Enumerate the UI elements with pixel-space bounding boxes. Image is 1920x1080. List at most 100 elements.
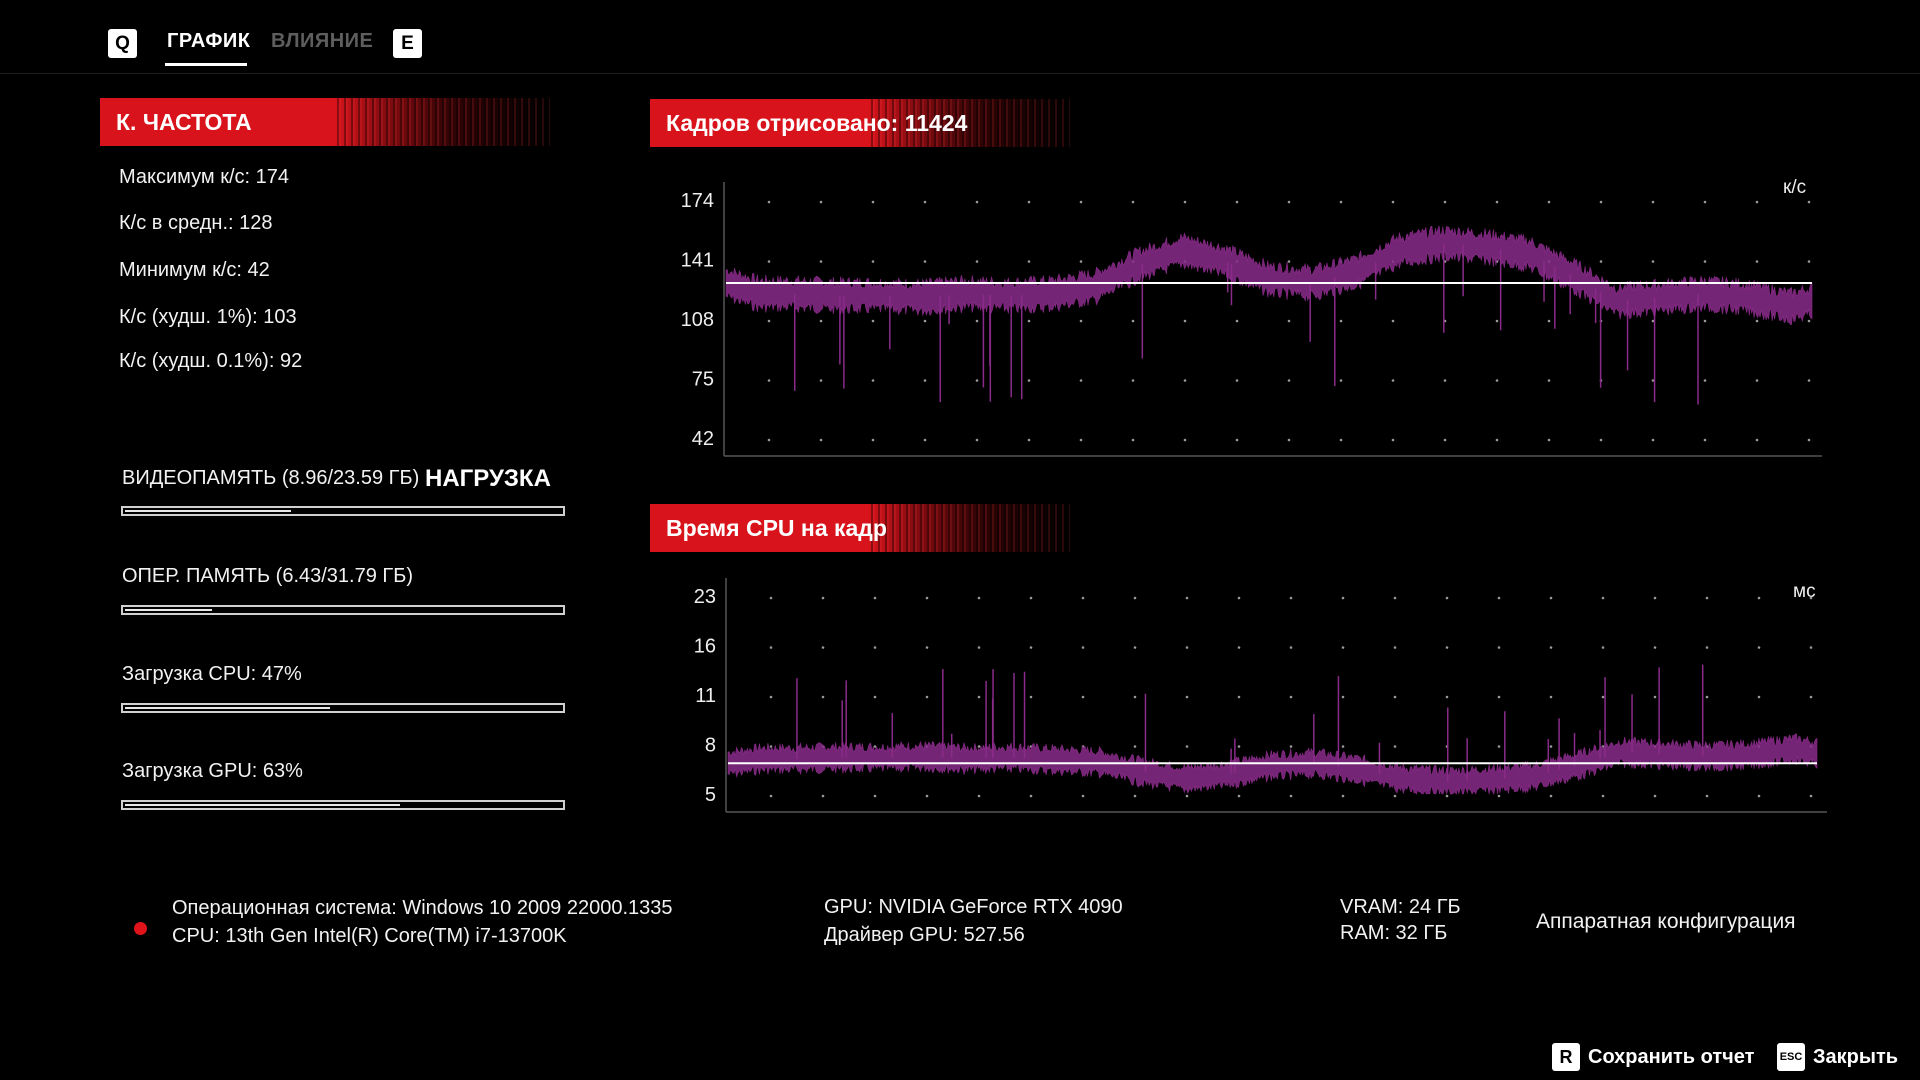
grid-dot bbox=[1549, 794, 1553, 798]
grid-dot bbox=[1133, 695, 1137, 699]
grid-dot bbox=[819, 260, 823, 263]
y-tick-label: 75 bbox=[692, 369, 714, 391]
grid-dot bbox=[1599, 200, 1603, 204]
y-tick-label: 42 bbox=[692, 428, 714, 450]
grid-dot bbox=[1549, 596, 1553, 600]
grid-dot bbox=[1497, 646, 1501, 649]
grid-dot bbox=[1131, 379, 1135, 382]
grid-dot bbox=[1131, 438, 1135, 442]
grid-dot bbox=[767, 438, 771, 442]
load-title: НАГРУЗКА bbox=[425, 465, 551, 492]
next-tab-key[interactable]: E bbox=[393, 29, 422, 58]
grid-dot bbox=[977, 695, 981, 699]
grid-dot bbox=[1183, 438, 1187, 442]
grid-dot bbox=[1029, 646, 1033, 649]
grid-dot bbox=[1705, 794, 1709, 798]
grid-dot bbox=[1391, 438, 1395, 442]
grid-dot bbox=[1549, 745, 1553, 748]
grid-dot bbox=[1027, 438, 1031, 442]
grid-dot bbox=[1029, 794, 1033, 798]
grid-dot bbox=[1653, 794, 1657, 798]
grid-dot bbox=[1601, 596, 1605, 600]
grid-dot bbox=[1393, 794, 1397, 798]
grid-dot bbox=[1081, 794, 1085, 798]
grid-dot bbox=[1445, 596, 1449, 600]
top-tab-bar: Q ГРАФИК ВЛИЯНИЕ E bbox=[0, 0, 1920, 74]
stat-min-fps: Минимум к/с: 42 bbox=[119, 259, 270, 281]
prev-tab-key[interactable]: Q bbox=[108, 29, 137, 58]
close-label: Закрыть bbox=[1813, 1045, 1899, 1068]
grid-dot bbox=[977, 596, 981, 600]
grid-dot bbox=[1755, 438, 1759, 442]
grid-dot bbox=[871, 319, 875, 323]
grid-dot bbox=[873, 695, 877, 699]
grid-dot bbox=[1445, 695, 1449, 699]
grid-dot bbox=[767, 319, 771, 323]
vram-label: ВИДЕОПАМЯТЬ (8.96/23.59 ГБ) bbox=[122, 467, 420, 489]
y-tick-label: 16 bbox=[694, 636, 716, 658]
grid-dot bbox=[1133, 745, 1137, 748]
grid-dot bbox=[1547, 379, 1551, 382]
grid-dot bbox=[873, 596, 877, 600]
grid-dot bbox=[1495, 379, 1499, 382]
grid-dot bbox=[819, 200, 823, 204]
grid-dot bbox=[819, 438, 823, 442]
y-tick-label: 174 bbox=[681, 190, 714, 212]
grid-dot bbox=[1237, 794, 1241, 798]
grid-dot bbox=[977, 794, 981, 798]
grid-dot bbox=[1703, 379, 1707, 382]
grid-dot bbox=[821, 596, 825, 600]
grid-dot bbox=[767, 379, 771, 382]
grid-dot bbox=[1601, 794, 1605, 798]
vram-info: VRAM: 24 ГБ bbox=[1340, 896, 1461, 918]
grid-dot bbox=[873, 646, 877, 649]
grid-dot bbox=[1133, 794, 1137, 798]
grid-dot bbox=[1443, 200, 1447, 204]
grid-dot bbox=[1443, 438, 1447, 442]
save-report-key: R bbox=[1552, 1043, 1580, 1071]
grid-dot bbox=[923, 260, 927, 263]
stat-1pct-low: К/с (худш. 1%): 103 bbox=[119, 306, 297, 328]
grid-dot bbox=[1079, 319, 1083, 323]
grid-dot bbox=[975, 319, 979, 323]
grid-dot bbox=[1131, 200, 1135, 204]
grid-dot bbox=[925, 695, 929, 699]
status-dot bbox=[134, 922, 147, 935]
tab-graph[interactable]: ГРАФИК bbox=[167, 30, 251, 52]
grid-dot bbox=[1287, 438, 1291, 442]
cpu-frametime-chart: 23 16 11 8 5 bbox=[694, 578, 1827, 813]
grid-dot bbox=[1341, 695, 1345, 699]
fps-panel-header: К. ЧАСТОТА bbox=[100, 98, 550, 146]
grid-dot bbox=[1703, 319, 1707, 323]
grid-dot bbox=[1183, 319, 1187, 323]
grid-dot bbox=[1339, 438, 1343, 442]
grid-dot bbox=[1237, 596, 1241, 600]
hardware-config-link[interactable]: Аппаратная конфигурация bbox=[1536, 910, 1796, 933]
grid-dot bbox=[1705, 596, 1709, 600]
grid-dot bbox=[1809, 695, 1813, 699]
grid-dot bbox=[1547, 438, 1551, 442]
save-report-button[interactable]: R Сохранить отчет bbox=[1552, 1042, 1754, 1072]
grid-dot bbox=[1601, 695, 1605, 699]
tab-impact[interactable]: ВЛИЯНИЕ bbox=[271, 30, 374, 52]
grid-dot bbox=[1445, 646, 1449, 649]
grid-dot bbox=[1651, 200, 1655, 204]
grid-dot bbox=[1133, 596, 1137, 600]
grid-dot bbox=[1807, 200, 1811, 204]
stat-01pct-low: К/с (худш. 0.1%): 92 bbox=[119, 350, 303, 372]
grid-dot bbox=[1393, 596, 1397, 600]
grid-dot bbox=[767, 260, 771, 263]
y-tick-label: 108 bbox=[681, 309, 714, 331]
grid-dot bbox=[1807, 379, 1811, 382]
y-tick-label: 5 bbox=[705, 784, 716, 806]
grid-dot bbox=[1651, 438, 1655, 442]
close-button[interactable]: ESC Закрыть bbox=[1777, 1042, 1898, 1072]
save-report-label: Сохранить отчет bbox=[1588, 1045, 1755, 1068]
grid-dot bbox=[1599, 438, 1603, 442]
grid-dot bbox=[1185, 794, 1189, 798]
grid-dot bbox=[1393, 745, 1397, 748]
grid-dot bbox=[1393, 646, 1397, 649]
grid-dot bbox=[1289, 596, 1293, 600]
y-tick-label: 23 bbox=[694, 586, 716, 608]
grid-dot bbox=[1339, 200, 1343, 204]
